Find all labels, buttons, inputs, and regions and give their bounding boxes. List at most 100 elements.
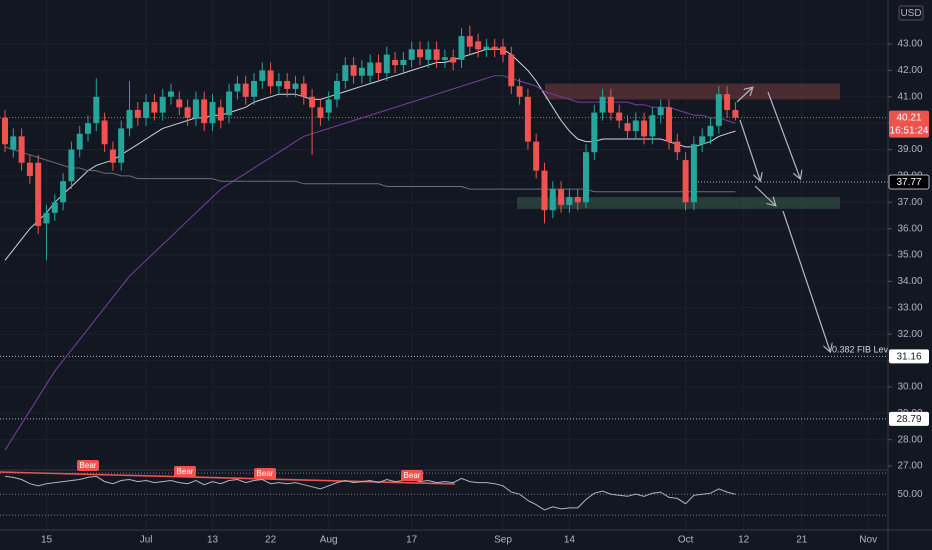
candle-body <box>209 102 216 124</box>
x-tick-label: Oct <box>678 535 694 546</box>
bear-label-bg <box>401 470 423 481</box>
candle-body <box>674 141 681 153</box>
y-tick-label: 43.00 <box>897 39 922 50</box>
level-label-bg <box>889 411 929 426</box>
candle-body <box>649 115 656 137</box>
candle-body <box>201 99 208 124</box>
candle-body <box>441 57 448 60</box>
last-price-bg <box>889 110 929 138</box>
y-tick-label: 41.00 <box>897 91 922 102</box>
candle-body <box>43 212 50 224</box>
candle-body <box>317 107 324 118</box>
candle-body <box>2 117 8 145</box>
candle-body <box>300 83 307 97</box>
candle-body <box>732 109 739 118</box>
candle-body <box>666 107 672 142</box>
candle-body <box>466 36 473 47</box>
y-tick-label: 34.00 <box>897 276 922 287</box>
candle-body <box>101 120 108 145</box>
price-axis <box>888 0 932 550</box>
candle-body <box>251 80 257 97</box>
candle-body <box>724 94 731 110</box>
candle-body <box>234 83 241 92</box>
arrow <box>782 210 830 351</box>
candle-body <box>715 94 722 126</box>
annotation: 0.382 FIB Level <box>832 345 895 355</box>
bear-label: Bear <box>257 469 274 478</box>
candle-body <box>641 120 648 137</box>
candle-body <box>657 107 664 116</box>
candle-body <box>367 62 374 76</box>
x-tick-label: 14 <box>564 535 576 546</box>
candle-body <box>325 99 332 113</box>
candle-body <box>425 49 432 60</box>
candle-body <box>76 133 83 150</box>
level-label-bg <box>889 349 929 364</box>
zone <box>517 197 840 209</box>
candle-body <box>217 107 224 121</box>
y-tick-label: 37.00 <box>897 197 922 208</box>
level-label: 28.79 <box>896 414 921 425</box>
candle-body <box>433 49 440 60</box>
candle-body <box>309 96 316 108</box>
x-tick-label: 22 <box>265 535 277 546</box>
currency-box <box>898 5 924 21</box>
arrow <box>739 119 760 180</box>
candle-body <box>350 65 357 76</box>
candle-body <box>275 80 282 87</box>
arrow <box>754 185 775 205</box>
candle-body <box>516 86 523 97</box>
candle-body <box>35 162 42 227</box>
x-tick-label: Sep <box>494 535 512 546</box>
candle-body <box>242 83 249 97</box>
y-tick-label: 36.00 <box>897 223 922 234</box>
candle-body <box>267 70 274 87</box>
candle-body <box>624 123 631 132</box>
candle-body <box>583 152 589 203</box>
zone <box>545 83 840 100</box>
candle-body <box>10 136 17 150</box>
x-tick-label: 17 <box>406 535 418 546</box>
candle-body <box>259 70 266 81</box>
y-tick-label: 32.00 <box>897 329 922 340</box>
bear-label: Bear <box>404 471 421 480</box>
candle-body <box>524 96 531 142</box>
candle-body <box>226 91 233 116</box>
candle-body <box>541 170 548 211</box>
candle-body <box>574 197 581 203</box>
bear-label: Bear <box>80 461 97 470</box>
moving-average <box>4 146 736 193</box>
candle-body <box>400 59 407 66</box>
candle-body <box>375 62 382 74</box>
candle-body <box>176 99 183 108</box>
x-tick-label: 15 <box>41 535 53 546</box>
candle-body <box>93 96 100 124</box>
candle-body <box>632 120 639 132</box>
y-tick-label: 35.00 <box>897 250 922 261</box>
candle-body <box>383 54 390 74</box>
candle-body <box>192 99 199 118</box>
candle-body <box>18 136 25 163</box>
bear-label: Bear <box>177 467 194 476</box>
candle-body <box>168 91 174 97</box>
y-tick-label: 28.00 <box>897 434 922 445</box>
rsi-line <box>4 475 736 511</box>
candle-body <box>599 96 606 113</box>
candle-body <box>607 96 614 113</box>
candle-body <box>85 123 91 134</box>
candle-body <box>475 41 482 50</box>
level-label: 37.77 <box>896 177 921 188</box>
candle-body <box>591 112 598 153</box>
x-tick-label: 21 <box>796 535 808 546</box>
y-tick-label: 27.00 <box>897 461 922 472</box>
candle-body <box>508 54 515 87</box>
x-tick-label: Jul <box>140 535 153 546</box>
level-label-bg <box>888 174 930 190</box>
last-price-label: 40.21 <box>896 112 921 123</box>
y-tick-label: 30.00 <box>897 382 922 393</box>
candle-body <box>533 141 540 171</box>
candle-body <box>408 49 415 60</box>
y-tick-label: 42.00 <box>897 65 922 76</box>
candle-body <box>60 181 67 203</box>
